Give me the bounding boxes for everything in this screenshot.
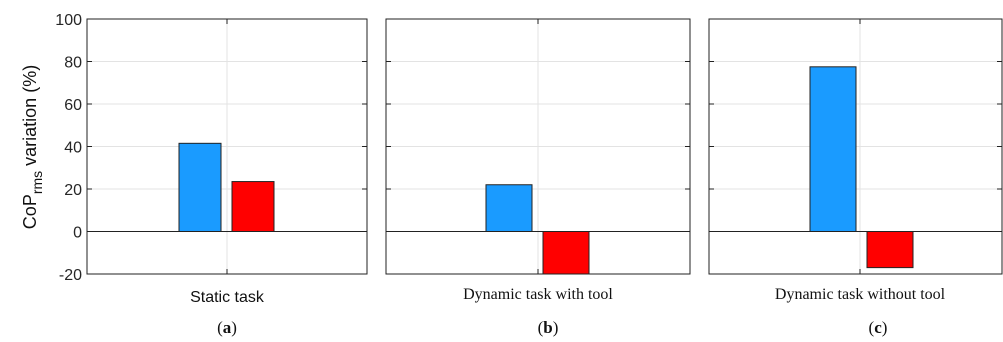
panel-b-tag-letter: b [543, 318, 552, 337]
panel-b-bar-2 [542, 231, 590, 275]
panel-c-tag-letter: c [874, 318, 882, 337]
y-axis-label: CoPrms variation (%) [20, 65, 45, 229]
panel-b-tag-close: ) [553, 318, 559, 337]
panel-a-tag: (a) [217, 318, 237, 337]
panel-a: -20 0 20 40 60 80 100 Static task (a) [55, 12, 368, 337]
panel-c-tag: (c) [869, 318, 888, 337]
y-tick-label-2: 20 [64, 182, 82, 199]
panel-c-tag-open: ( [869, 318, 875, 337]
panel-b: Dynamic task with tool (b) [385, 18, 691, 337]
panel-a-bar-2 [231, 181, 275, 232]
panel-a-tag-letter: a [223, 318, 232, 337]
y-tick-label-1: 0 [73, 225, 82, 242]
panel-b-bar-1 [485, 184, 533, 232]
panel-c-tag-close: ) [882, 318, 888, 337]
y-axis-label-sub: rms [29, 171, 45, 194]
panel-a-bar-1 [178, 142, 222, 232]
panel-a-tag-close: ) [231, 318, 237, 337]
y-tick-label-4: 60 [64, 97, 82, 114]
panel-c-x-label: Dynamic task without tool [775, 286, 946, 303]
y-tick-label-0: -20 [59, 267, 82, 284]
y-tick-label-3: 40 [64, 140, 82, 157]
panel-b-x-label: Dynamic task with tool [463, 286, 613, 303]
panel-c-bar-2 [866, 231, 914, 269]
y-tick-label-5: 80 [64, 55, 82, 72]
panel-a-tag-open: ( [217, 318, 223, 337]
panel-c: Dynamic task without tool (c) [708, 18, 1003, 337]
panel-a-y-ticks: -20 0 20 40 60 80 100 [55, 12, 82, 284]
panel-b-bars [485, 184, 590, 275]
panel-c-bars [809, 66, 914, 269]
y-axis-label-main: CoP [20, 194, 40, 229]
panel-c-bar-1 [809, 66, 857, 232]
panel-b-tag: (b) [538, 318, 559, 337]
y-tick-label-6: 100 [55, 12, 82, 29]
panel-b-tag-open: ( [538, 318, 544, 337]
panel-a-bars [178, 142, 275, 232]
panel-a-x-label: Static task [190, 289, 265, 306]
y-axis-label-rest: variation (%) [20, 65, 40, 171]
